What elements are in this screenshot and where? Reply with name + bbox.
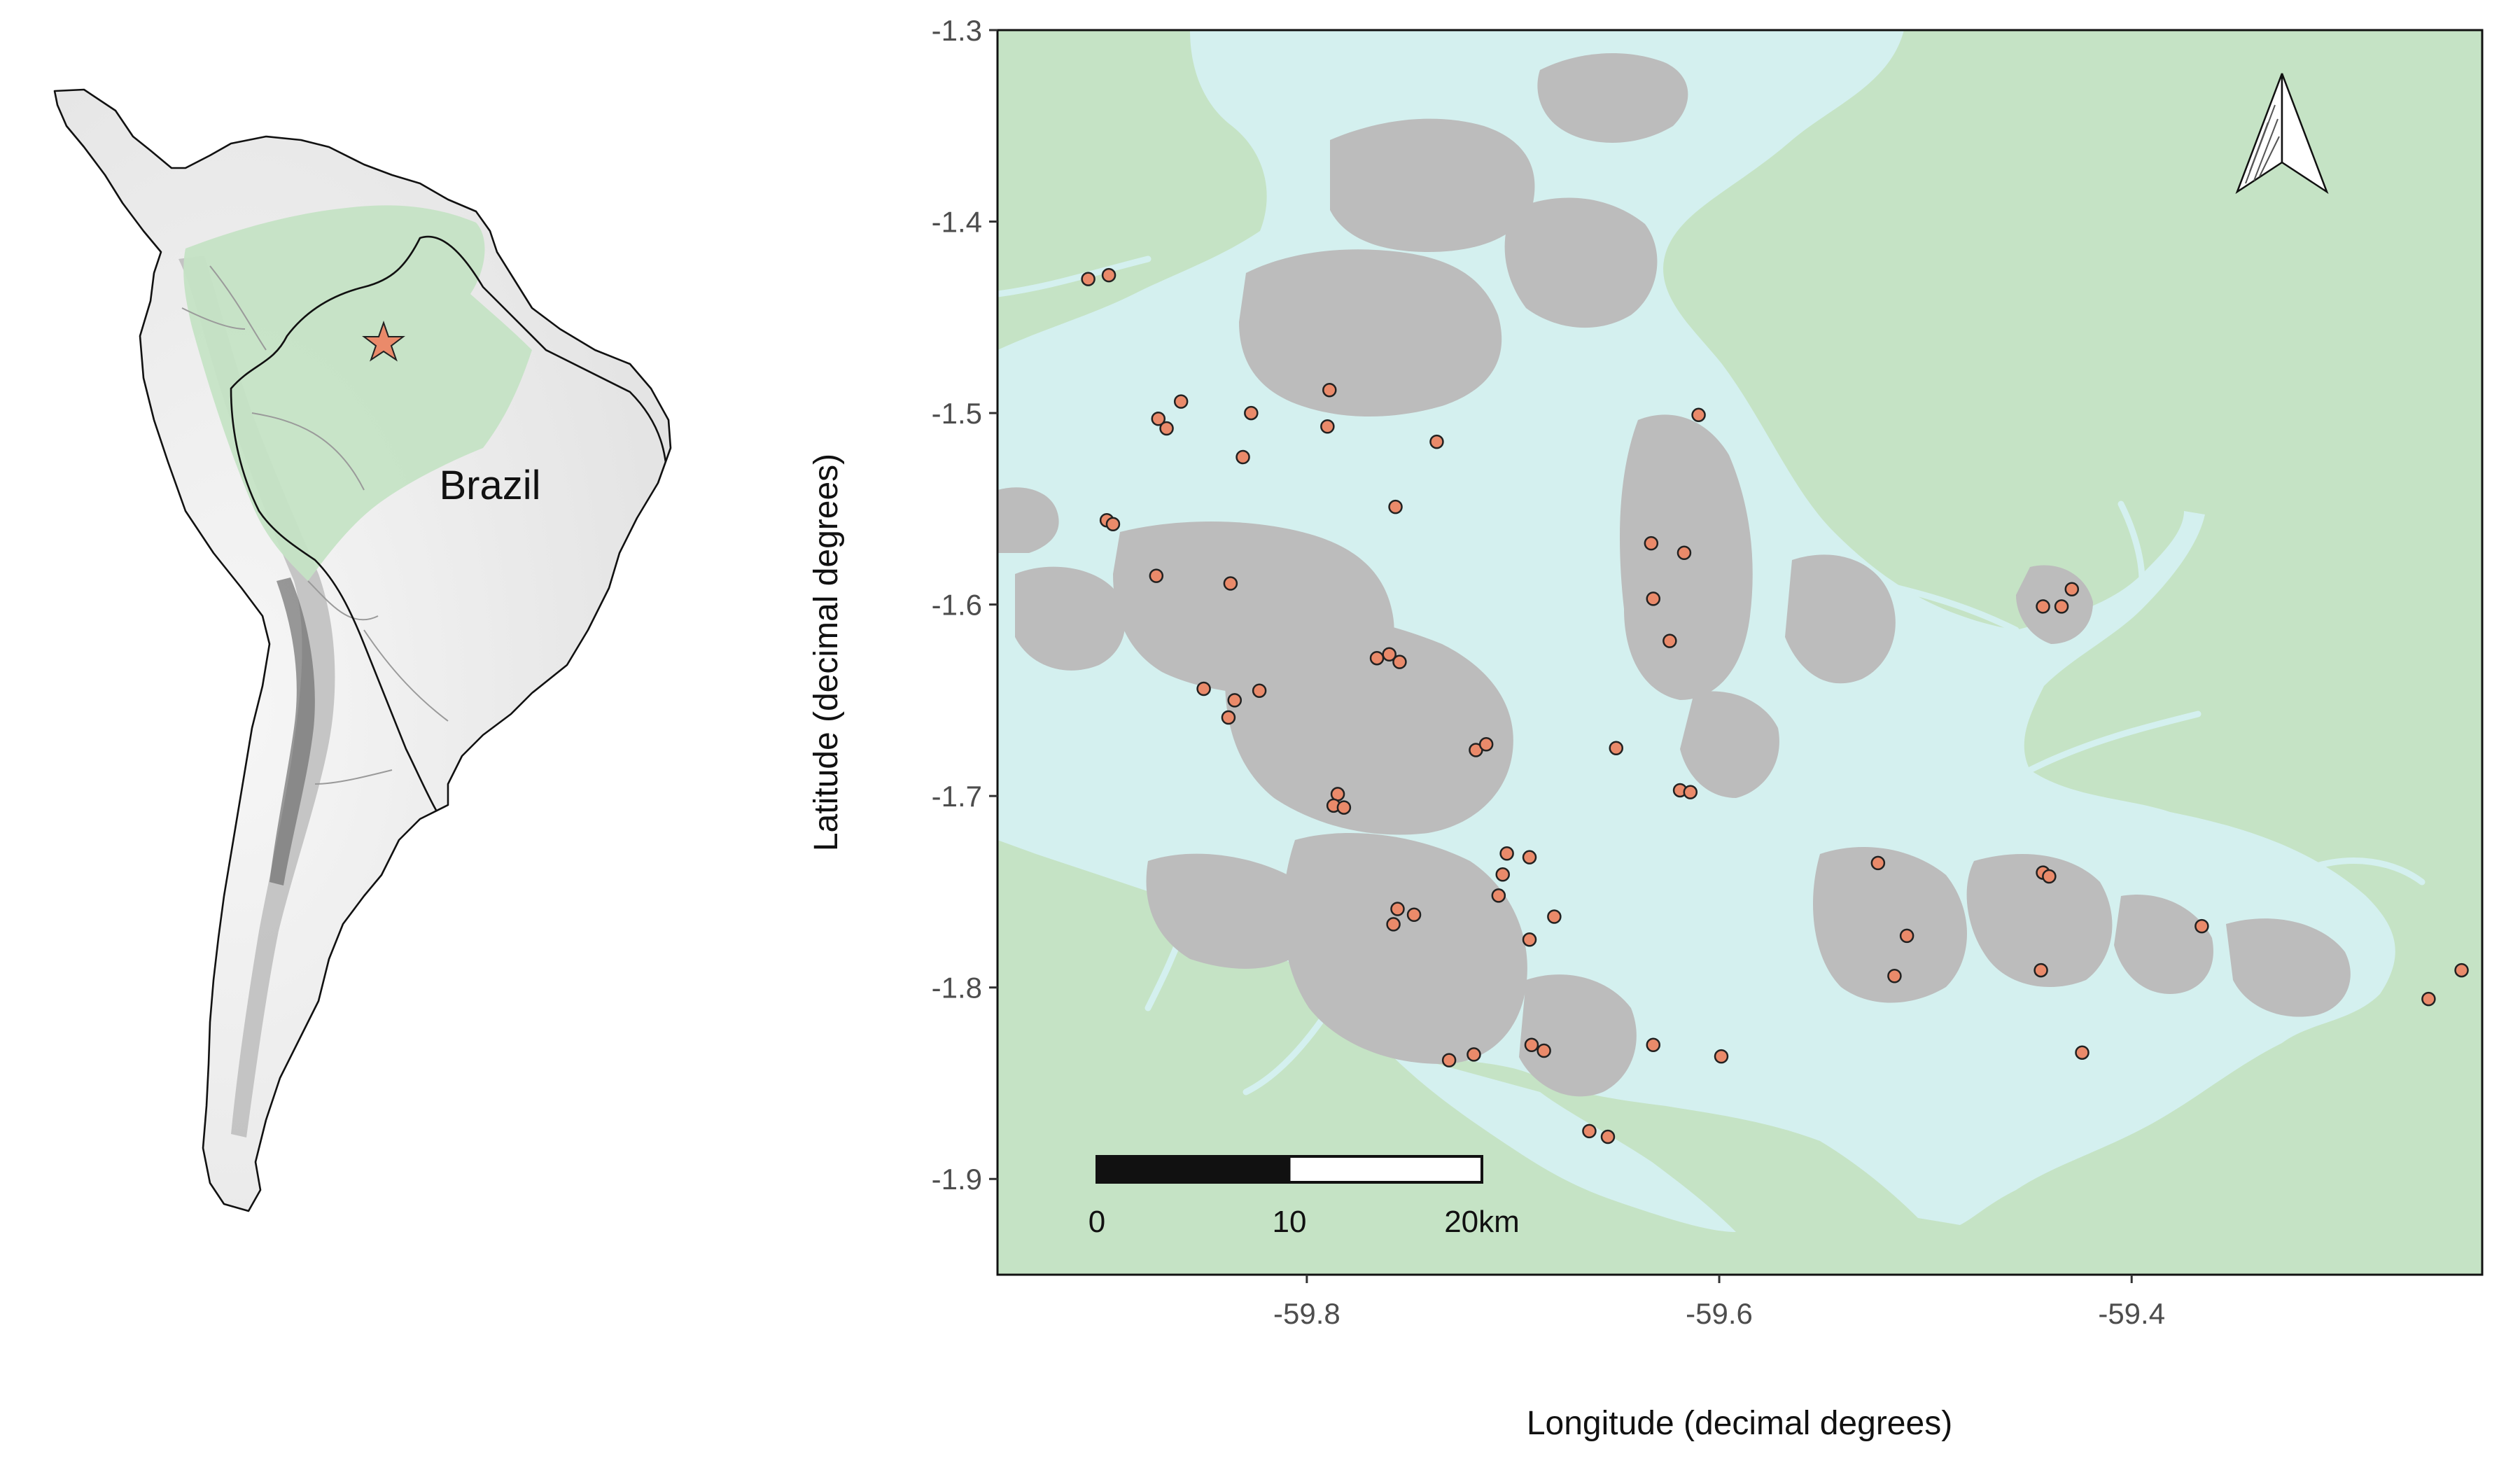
sampling-point bbox=[1322, 383, 1337, 398]
y-tick-label: -1.8 bbox=[932, 972, 982, 1004]
y-tick-label: -1.7 bbox=[932, 780, 982, 813]
country-borders-thin bbox=[181, 265, 449, 785]
sampling-point bbox=[2454, 962, 2469, 978]
sampling-point bbox=[1524, 1037, 1539, 1053]
sampling-point bbox=[1105, 517, 1121, 531]
sampling-point bbox=[1244, 405, 1259, 421]
sampling-point bbox=[1221, 710, 1236, 725]
sampling-point bbox=[1522, 932, 1537, 947]
sampling-point bbox=[1600, 1129, 1616, 1144]
sampling-point bbox=[1336, 800, 1352, 815]
sampling-point bbox=[1646, 592, 1661, 606]
inset-map: Brazil bbox=[53, 88, 672, 1212]
sampling-points bbox=[1081, 267, 2469, 1144]
sampling-point bbox=[1236, 449, 1250, 465]
sampling-point bbox=[1691, 407, 1706, 423]
sampling-point bbox=[1466, 1047, 1481, 1062]
x-tick-label: -59.8 bbox=[1273, 1297, 1340, 1330]
star-icon bbox=[362, 320, 405, 362]
sampling-point bbox=[2054, 599, 2069, 614]
sampling-point bbox=[1522, 850, 1537, 864]
sampling-point bbox=[1149, 568, 1164, 583]
sampling-point bbox=[1369, 650, 1385, 666]
y-tick-label: -1.5 bbox=[932, 397, 982, 430]
sampling-point bbox=[2064, 582, 2080, 596]
country-label: Brazil bbox=[439, 463, 540, 508]
sampling-point bbox=[1429, 434, 1444, 449]
sampling-point bbox=[1101, 267, 1116, 283]
sampling-point bbox=[1390, 902, 1405, 916]
x-tick-label: -59.6 bbox=[1686, 1297, 1753, 1330]
scale-label-0: 0 bbox=[1088, 1205, 1105, 1239]
sampling-point bbox=[1870, 855, 1886, 871]
sampling-point bbox=[1406, 907, 1422, 922]
sampling-point bbox=[1223, 576, 1238, 591]
sampling-point bbox=[2075, 1045, 2090, 1060]
sampling-point bbox=[1536, 1043, 1551, 1058]
scale-bar-black-segment bbox=[1097, 1156, 1289, 1182]
sampling-point bbox=[2036, 599, 2050, 614]
map-frame bbox=[996, 29, 2484, 1276]
sampling-point bbox=[1388, 499, 1403, 514]
scale-bar-white-segment bbox=[1288, 1155, 1483, 1184]
scale-bar: 0 10 20km bbox=[1088, 1155, 1520, 1239]
sampling-point bbox=[1392, 654, 1407, 669]
tributary-channels bbox=[997, 255, 2426, 1096]
main-map: -1.3-1.4-1.5-1.6-1.7-1.8-1.9 -59.8 -59.6-… bbox=[808, 14, 2484, 1442]
sampling-point bbox=[1151, 412, 1166, 426]
sampling-point bbox=[1714, 1049, 1729, 1064]
sampling-point bbox=[1441, 1053, 1457, 1068]
sampling-point bbox=[1081, 272, 1096, 286]
y-axis: -1.3 -1.4 -1.5 -1.6 -1.7 -1.8 -1.9 bbox=[932, 14, 997, 1196]
sampling-point bbox=[2042, 869, 2057, 884]
x-tick-label: -59.4 bbox=[2098, 1297, 2165, 1330]
amazon-region bbox=[183, 205, 532, 581]
sampling-point bbox=[1547, 909, 1562, 924]
sampling-point bbox=[1644, 536, 1659, 551]
sampling-point bbox=[1609, 741, 1623, 756]
sampling-point bbox=[1227, 693, 1242, 708]
sampling-point bbox=[1499, 846, 1514, 861]
y-axis-label: Latitude (decimal degrees) bbox=[808, 454, 845, 851]
sampling-point bbox=[1491, 888, 1506, 903]
sampling-point bbox=[1582, 1124, 1597, 1139]
sampling-point bbox=[1173, 394, 1189, 409]
sampling-point bbox=[1683, 785, 1698, 799]
islands bbox=[997, 53, 2351, 1097]
y-tick-label: -1.9 bbox=[932, 1163, 982, 1196]
sampling-point bbox=[1478, 737, 1494, 752]
y-tick-label: -1.4 bbox=[932, 206, 982, 239]
scale-label-10: 10 bbox=[1273, 1205, 1307, 1239]
x-axis: -59.8 -59.6 -59.4 bbox=[1273, 1275, 2165, 1330]
sampling-point bbox=[2033, 962, 2048, 978]
sampling-point bbox=[1320, 419, 1335, 434]
north-arrow-icon bbox=[2235, 73, 2329, 195]
sampling-point bbox=[1662, 634, 1677, 648]
sampling-point bbox=[1646, 1037, 1661, 1053]
y-tick-label: -1.3 bbox=[932, 14, 982, 47]
sampling-point bbox=[1899, 928, 1914, 944]
andes-relief-dark bbox=[270, 578, 315, 886]
river-water-lower bbox=[1386, 1050, 1736, 1232]
y-tick-label: -1.6 bbox=[932, 589, 982, 622]
x-axis-label: Longitude (decimal degrees) bbox=[1527, 1405, 1952, 1442]
sampling-point bbox=[1252, 683, 1267, 698]
scale-label-20: 20km bbox=[1444, 1205, 1520, 1239]
sampling-point bbox=[1196, 681, 1211, 696]
sampling-point bbox=[1159, 421, 1174, 436]
sampling-point bbox=[1676, 545, 1692, 561]
sampling-point bbox=[1386, 917, 1401, 932]
sampling-point bbox=[1887, 969, 1902, 983]
south-america-outline bbox=[53, 88, 672, 1212]
sampling-point bbox=[2421, 991, 2436, 1007]
sampling-point bbox=[2194, 918, 2209, 934]
sampling-point bbox=[1495, 867, 1510, 882]
sampling-point bbox=[1382, 647, 1396, 662]
